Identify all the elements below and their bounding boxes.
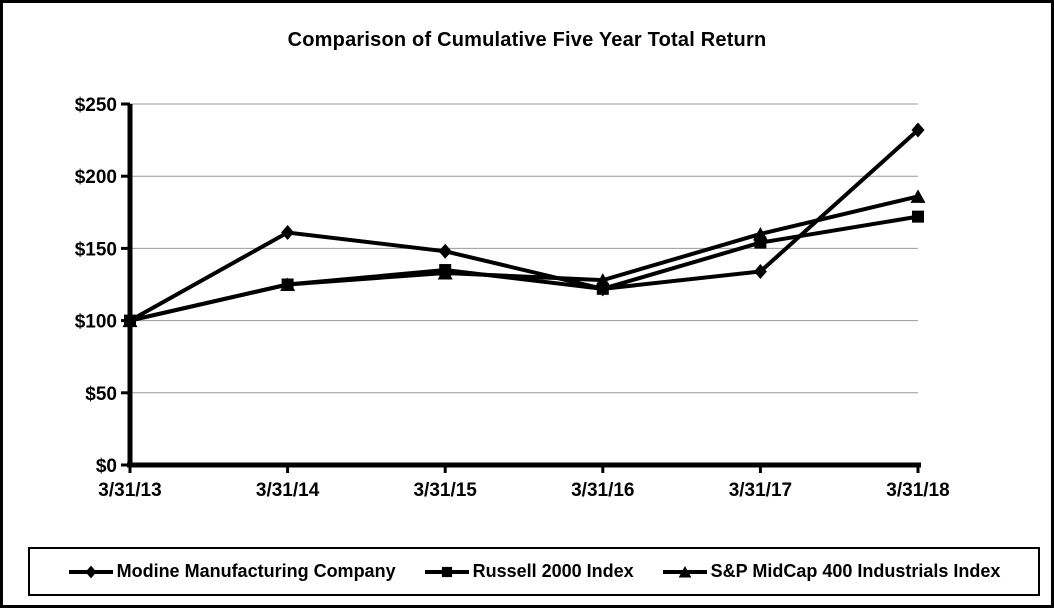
series-1-square-marker bbox=[754, 236, 767, 249]
x-axis-label: 3/31/13 bbox=[98, 480, 161, 501]
y-axis-label: $200 bbox=[75, 167, 117, 188]
series-1-square-marker bbox=[596, 282, 609, 295]
series-0-diamond-marker bbox=[911, 122, 925, 138]
triangle-icon bbox=[662, 565, 707, 578]
chart-title: Comparison of Cumulative Five Year Total… bbox=[287, 29, 767, 51]
x-axis-label: 3/31/17 bbox=[729, 480, 792, 501]
legend-diamond-marker bbox=[85, 565, 97, 578]
y-axis-label: $0 bbox=[96, 456, 117, 477]
series-0-diamond-marker bbox=[281, 225, 295, 241]
series-0-diamond-marker bbox=[753, 264, 767, 280]
series-1-square-marker bbox=[912, 210, 924, 223]
x-axis-label: 3/31/18 bbox=[886, 480, 949, 501]
series-line-2 bbox=[129, 194, 919, 323]
x-axis-label: 3/31/15 bbox=[413, 480, 477, 501]
series-1-square-marker bbox=[439, 264, 452, 277]
y-axis-label: $50 bbox=[85, 384, 117, 405]
y-axis-label: $100 bbox=[75, 312, 117, 333]
series-0-diamond-marker bbox=[438, 243, 452, 259]
legend-item-0: Modine Manufacturing Company bbox=[68, 561, 396, 582]
series-1-square-marker bbox=[281, 278, 294, 291]
legend-label: Modine Manufacturing Company bbox=[116, 561, 396, 581]
legend-label: Russell 2000 Index bbox=[472, 561, 634, 581]
legend: Modine Manufacturing Company Russell 2000… bbox=[28, 547, 1040, 596]
x-axis-label: 3/31/14 bbox=[256, 480, 320, 501]
series-2-triangle-marker bbox=[910, 189, 926, 203]
legend-square-marker bbox=[441, 566, 452, 577]
x-axis-label: 3/31/16 bbox=[571, 480, 634, 501]
series-1-square-marker bbox=[124, 314, 136, 327]
series-line-0 bbox=[129, 128, 920, 323]
legend-triangle-marker bbox=[678, 565, 692, 578]
plot-area: $0 $50 $100 $150 $200 $250 3/31/13 3/31/14 3/31/… bbox=[75, 95, 950, 501]
diamond-icon bbox=[68, 565, 113, 578]
legend-item-1: Russell 2000 Index bbox=[424, 561, 634, 582]
legend-item-2: S&P MidCap 400 Industrials Index bbox=[662, 561, 1001, 582]
y-axis-label: $150 bbox=[75, 239, 117, 260]
square-icon bbox=[424, 566, 469, 577]
y-axis-label: $250 bbox=[75, 95, 117, 116]
legend-label: S&P MidCap 400 Industrials Index bbox=[710, 561, 1001, 581]
